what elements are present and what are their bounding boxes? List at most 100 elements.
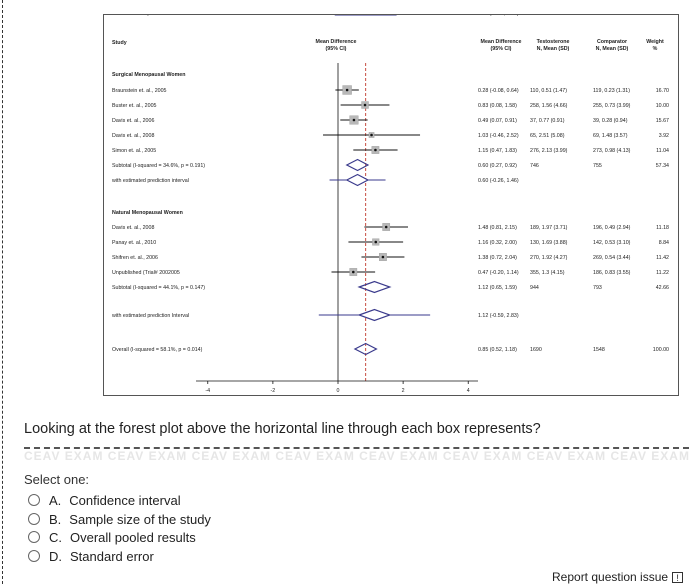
radio-c[interactable]: [28, 531, 40, 543]
row-ci-text-14: 1.12 (-0.59, 2.83): [478, 313, 519, 319]
header-mean-difference-line-0: Mean Difference: [316, 39, 357, 45]
row-comp-5: 273, 0.98 (4.13): [593, 148, 631, 154]
option-d-label: Standard error: [70, 548, 154, 564]
row-label-4: Davis et. al., 2008: [112, 133, 154, 139]
x-tick-label-4: 4: [467, 388, 470, 394]
row-label-14: with estimated prediction Interval: [112, 313, 189, 319]
row-label-13: Subtotal (I-squared = 44.1%, p = 0.147): [112, 285, 205, 291]
option-c[interactable]: C. Overall pooled results: [28, 528, 196, 546]
header-testosterone-line-0: Testosterone: [537, 39, 570, 45]
row-label-7: with estimated prediction interval: [112, 178, 189, 184]
option-b[interactable]: B. Sample size of the study: [28, 510, 211, 528]
radio-a[interactable]: [28, 494, 40, 506]
row-weight-12: 11.22: [656, 270, 669, 276]
row-testo-2: 258, 1.56 (4.66): [530, 103, 568, 109]
row-weight-9: 11.18: [656, 225, 669, 231]
question-text: Looking at the forest plot above the hor…: [24, 421, 541, 437]
pooled-diamond-6: [345, 158, 370, 172]
radio-d[interactable]: [28, 550, 40, 562]
prediction-diamond-14: [357, 308, 392, 322]
x-tick-label-1: -2: [271, 388, 276, 394]
row-label-9: Davis et. al., 2008: [112, 225, 154, 231]
row-comp-12: 186, 0.83 (3.55): [593, 270, 631, 276]
option-c-label: Overall pooled results: [70, 529, 196, 545]
option-b-label: Sample size of the study: [69, 511, 211, 527]
row-weight-2: 10.00: [656, 103, 669, 109]
report-issue-label: Report question issue: [552, 570, 669, 584]
header-weight-line-0: Weight: [646, 39, 664, 45]
row-weight-16: 100.00: [653, 347, 669, 353]
row-ci-text-5: 1.15 (0.47, 1.83): [478, 148, 517, 154]
prediction-diamond-7: [345, 173, 370, 187]
group-header-natural-menopausal-women: Natural Menopausal Women: [112, 210, 183, 216]
left-dashed-border: [2, 0, 3, 584]
point-estimate-5: [374, 148, 377, 152]
point-estimate-10: [374, 240, 378, 244]
row-weight-10: 8.84: [659, 240, 669, 246]
row-weight-11: 11.42: [656, 255, 669, 261]
row-label-17: with estimated prediction interval: [112, 15, 189, 17]
point-estimate-12: [352, 270, 355, 274]
row-weight-4: 3.92: [659, 133, 669, 139]
option-d[interactable]: D. Standard error: [28, 547, 154, 565]
header-study: Study: [112, 40, 127, 46]
row-weight-3: 15.67: [656, 118, 669, 124]
header-md-ci-col-line-0: Mean Difference: [481, 39, 522, 45]
option-c-letter: C.: [49, 529, 62, 545]
row-comp-16: 1548: [593, 347, 605, 353]
row-comp-3: 39, 0.28 (0.94): [593, 118, 628, 124]
point-estimate-2: [363, 103, 367, 107]
row-testo-13: 944: [530, 285, 539, 291]
row-ci-text-2: 0.83 (0.08, 1.58): [478, 103, 517, 109]
row-testo-6: 746: [530, 163, 539, 169]
x-tick-label-3: 2: [402, 388, 405, 394]
row-label-2: Buster et. al., 2005: [112, 103, 157, 109]
report-issue-link[interactable]: Report question issue !: [552, 570, 684, 584]
row-ci-text-16: 0.85 (0.52, 1.18): [478, 347, 517, 353]
row-ci-text-6: 0.60 (0.27, 0.92): [478, 163, 517, 169]
row-testo-1: 110, 0.51 (1.47): [530, 88, 567, 94]
row-ci-text-4: 1.03 (-0.46, 2.52): [478, 133, 519, 139]
x-tick-label-0: -4: [205, 388, 210, 394]
row-weight-13: 42.66: [656, 285, 669, 291]
option-d-letter: D.: [49, 548, 62, 564]
option-b-letter: B.: [49, 511, 62, 527]
row-weight-1: 16.70: [656, 88, 669, 94]
row-comp-11: 269, 0.54 (3.44): [593, 255, 631, 261]
question-divider: [24, 447, 689, 449]
header-comparator-line-0: Comparator: [597, 39, 627, 45]
row-comp-6: 755: [593, 163, 602, 169]
row-testo-9: 189, 1.97 (3.71): [530, 225, 568, 231]
row-testo-3: 37, 0.77 (0.91): [530, 118, 565, 124]
option-a-label: Confidence interval: [69, 492, 181, 508]
x-tick-label-2: 0: [337, 388, 340, 394]
row-label-6: Subtotal (I-squared = 34.6%, p = 0.191): [112, 163, 205, 169]
row-ci-text-3: 0.49 (0.07, 0.91): [478, 118, 517, 124]
header-md-ci-col-line-1: (95% CI): [491, 46, 512, 52]
row-comp-4: 69, 1.48 (3.57): [593, 133, 628, 139]
pooled-diamond-13: [357, 280, 392, 294]
row-testo-12: 355, 1.3 (4.15): [530, 270, 565, 276]
point-estimate-4: [370, 133, 373, 137]
row-testo-5: 276, 2.13 (3.99): [530, 148, 568, 154]
select-one-label: Select one:: [24, 472, 90, 487]
row-ci-text-7: 0.60 (-0.26, 1.46): [478, 178, 519, 184]
row-ci-text-12: 0.47 (-0.20, 1.14): [478, 270, 519, 276]
row-label-11: Shifren et. al., 2006: [112, 255, 158, 261]
point-estimate-11: [381, 255, 385, 259]
row-testo-4: 65, 2.51 (5.08): [530, 133, 565, 139]
option-a[interactable]: A. Confidence interval: [28, 491, 181, 509]
report-flag-icon: !: [672, 571, 684, 583]
forest-plot: Study Mean Difference (95% CI) Mean Differe…: [103, 14, 679, 396]
pooled-diamond-16: [353, 342, 378, 356]
row-ci-text-11: 1.38 (0.72, 2.04): [478, 255, 517, 261]
header-mean-difference-line-1: (95% CI): [326, 46, 347, 52]
radio-b[interactable]: [28, 513, 40, 525]
row-ci-text-17: 0.85 (-0.10, 1.80): [478, 15, 519, 17]
row-comp-2: 255, 0.73 (3.99): [593, 103, 631, 109]
row-label-10: Panay et. al., 2010: [112, 240, 156, 246]
row-ci-text-1: 0.28 (-0.08, 0.64): [478, 88, 519, 94]
row-testo-10: 130, 1.69 (3.88): [530, 240, 568, 246]
row-ci-text-9: 1.48 (0.81, 2.15): [478, 225, 517, 231]
row-label-3: Davis et. al., 2006: [112, 118, 154, 124]
